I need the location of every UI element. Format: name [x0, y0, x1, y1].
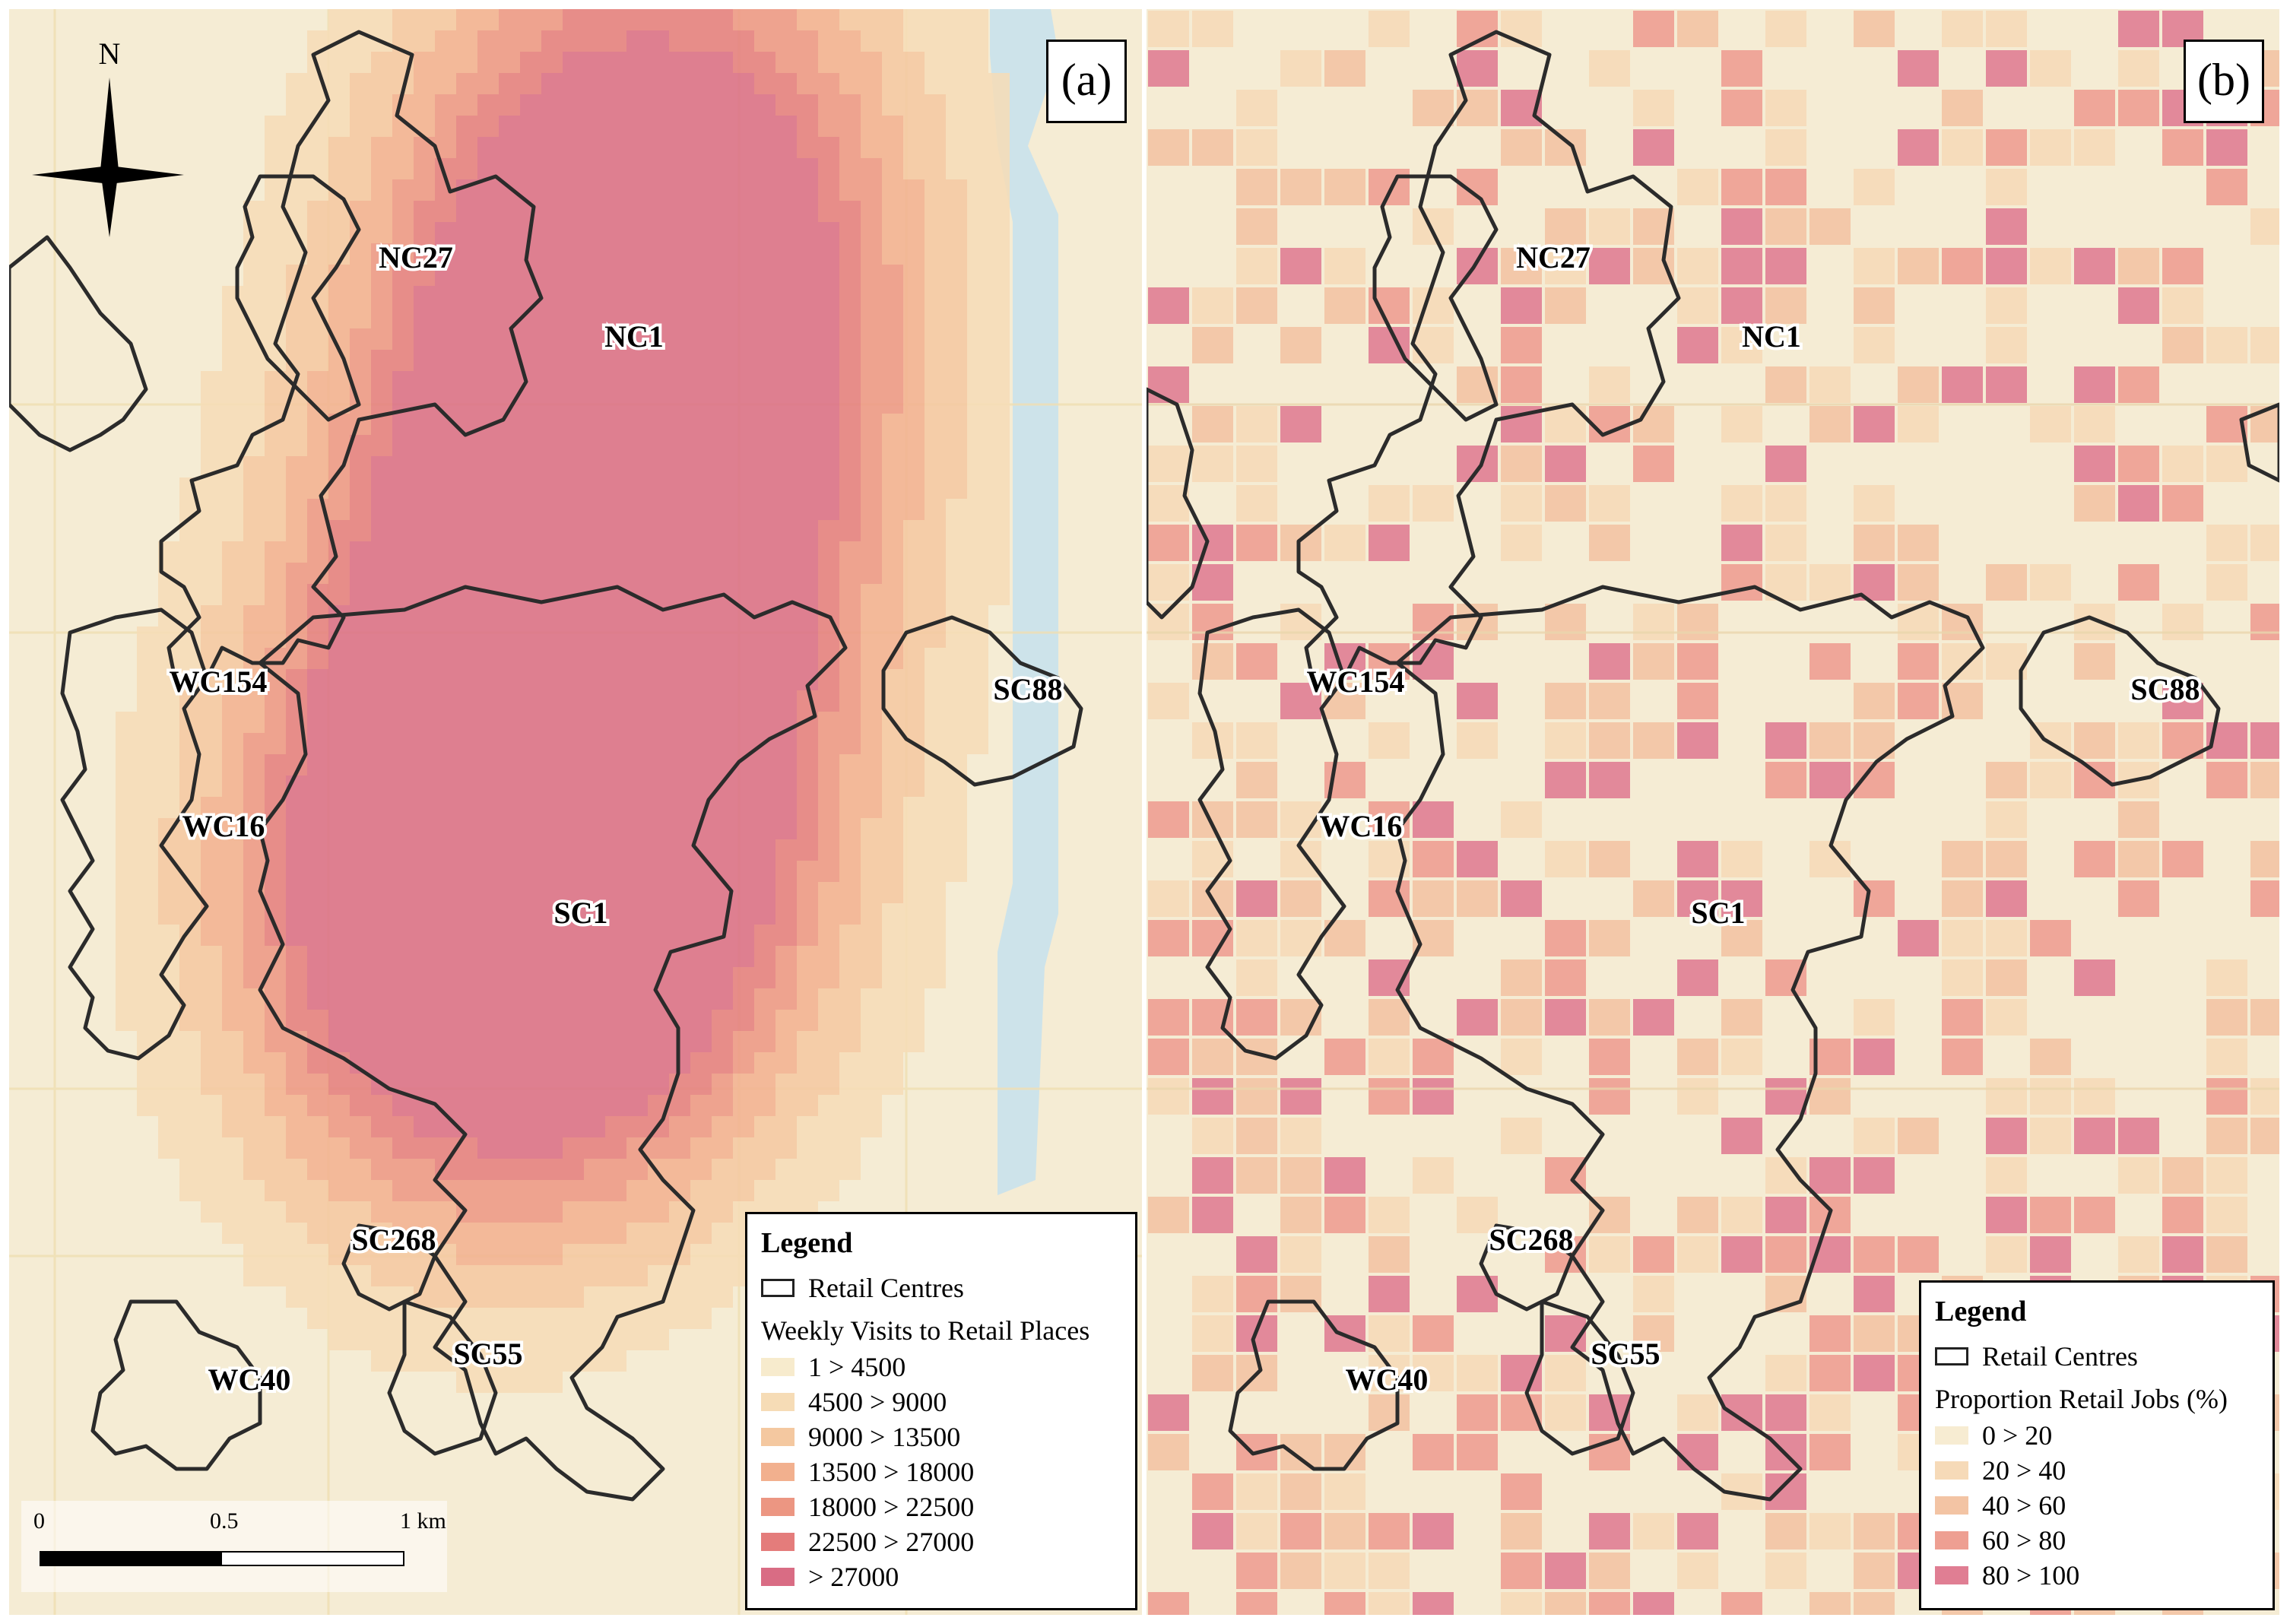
legend-swatch-icon: [761, 1358, 795, 1376]
legend-title: Legend: [761, 1227, 853, 1259]
legend-class-1: 4500 > 9000: [761, 1385, 1121, 1419]
legend-section-title: Proportion Retail Jobs (%): [1935, 1384, 2228, 1414]
boundary-swatch-icon: [761, 1279, 795, 1297]
legend-swatch-icon: [761, 1393, 795, 1411]
legend-class-label: 0 > 20: [1982, 1420, 2053, 1451]
legend-class-label: 4500 > 9000: [808, 1387, 947, 1417]
centre-label-sc1: SC1: [1691, 896, 1745, 930]
legend-class-3: 13500 > 18000: [761, 1454, 1121, 1489]
north-arrow-icon: N: [32, 36, 184, 237]
legend-swatch-icon: [761, 1463, 795, 1481]
legend-class-1: 20 > 40: [1935, 1453, 2259, 1488]
centre-label-sc55: SC55: [453, 1337, 522, 1371]
centre-label-wc16: WC16: [1320, 809, 1403, 843]
legend-item-retail-centres: Retail Centres: [1935, 1339, 2259, 1374]
scale-tick-half: 0.5: [210, 1508, 239, 1534]
centre-label-wc16: WC16: [182, 809, 265, 843]
legend-class-label: 20 > 40: [1982, 1455, 2066, 1486]
legend-class-label: 18000 > 22500: [808, 1492, 975, 1522]
legend-class-label: 9000 > 13500: [808, 1422, 961, 1452]
legend-swatch-icon: [1935, 1531, 1968, 1549]
boundary-swatch-icon: [1935, 1347, 1968, 1365]
legend-class-label: 13500 > 18000: [808, 1457, 975, 1487]
legend-class-6: > 27000: [761, 1559, 1121, 1594]
map-panel-b[interactable]: NC27 NC1 WC154 WC16 SC1 SC88 SC268 SC55 …: [1147, 9, 2279, 1615]
centre-label-nc1: NC1: [1742, 319, 1801, 354]
legend-class-2: 9000 > 13500: [761, 1419, 1121, 1454]
legend-class-3: 60 > 80: [1935, 1523, 2259, 1558]
legend-swatch-icon: [1935, 1426, 1968, 1445]
legend-class-4: 80 > 100: [1935, 1558, 2259, 1593]
legend-class-0: 1 > 4500: [761, 1350, 1121, 1385]
centre-label-nc27: NC27: [379, 240, 453, 274]
centre-label-nc1: NC1: [604, 319, 664, 354]
legend-swatch-icon: [761, 1533, 795, 1551]
svg-text:N: N: [99, 36, 121, 71]
legend-class-2: 40 > 60: [1935, 1488, 2259, 1523]
legend-section-title: Weekly Visits to Retail Places: [761, 1315, 1090, 1346]
centre-label-wc40: WC40: [1346, 1362, 1429, 1397]
legend-class-label: 80 > 100: [1982, 1560, 2080, 1591]
map-panel-a[interactable]: NC27 NC1 WC154 WC16 SC1 SC88 SC268 SC55 …: [9, 9, 1142, 1615]
legend-swatch-icon: [761, 1428, 795, 1446]
scale-tick-1km: 1 km: [400, 1508, 446, 1534]
centre-label-sc88: SC88: [993, 672, 1062, 706]
legend-swatch-icon: [1935, 1461, 1968, 1480]
legend-item-retail-centres: Retail Centres: [761, 1270, 1121, 1305]
legend-class-label: 40 > 60: [1982, 1490, 2066, 1521]
legend-swatch-icon: [761, 1498, 795, 1516]
legend-class-label: > 27000: [808, 1562, 899, 1592]
centre-label-nc27: NC27: [1516, 240, 1591, 274]
legend-swatch-icon: [1935, 1496, 1968, 1515]
scale-bar: 0 0.5 1 km: [21, 1501, 447, 1592]
legend-label: Retail Centres: [808, 1273, 964, 1303]
legend-class-label: 22500 > 27000: [808, 1527, 975, 1557]
legend-class-label: 1 > 4500: [808, 1352, 906, 1382]
legend-swatch-icon: [1935, 1566, 1968, 1584]
legend-class-5: 22500 > 27000: [761, 1524, 1121, 1559]
scale-tick-0: 0: [33, 1508, 45, 1534]
legend-title: Legend: [1935, 1296, 2027, 1327]
legend-class-4: 18000 > 22500: [761, 1489, 1121, 1524]
legend-b: Legend Retail Centres Proportion Retail …: [1919, 1280, 2275, 1610]
centre-label-sc1: SC1: [553, 896, 607, 930]
legend-swatch-icon: [761, 1568, 795, 1586]
legend-class-0: 0 > 20: [1935, 1418, 2259, 1453]
centre-label-sc55: SC55: [1591, 1337, 1660, 1371]
centre-label-wc40: WC40: [208, 1362, 291, 1397]
legend-a: Legend Retail Centres Weekly Visits to R…: [745, 1212, 1137, 1610]
legend-class-label: 60 > 80: [1982, 1525, 2066, 1556]
centre-label-sc268: SC268: [1489, 1223, 1573, 1257]
centre-label-wc154: WC154: [170, 665, 268, 699]
panel-label-b: (b): [2184, 40, 2264, 123]
weekly-visits-map: NC27 NC1 WC154 WC16 SC1 SC88 SC268 SC55 …: [9, 9, 1142, 1615]
centre-label-wc154: WC154: [1307, 665, 1405, 699]
panel-label-a: (a): [1046, 40, 1127, 123]
centre-label-sc88: SC88: [2130, 672, 2200, 706]
north-arrow: N: [24, 32, 184, 237]
centre-label-sc268: SC268: [351, 1223, 436, 1257]
legend-label: Retail Centres: [1982, 1341, 2138, 1372]
river: [990, 9, 1058, 1195]
